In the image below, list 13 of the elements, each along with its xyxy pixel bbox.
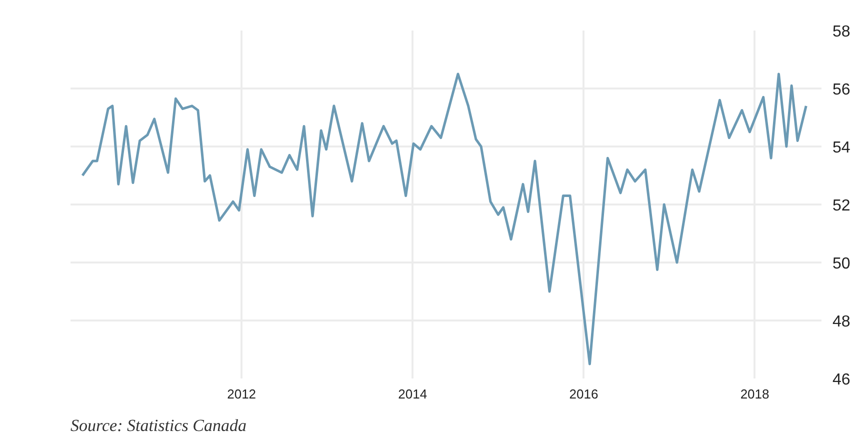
- y-tick-label: 52: [832, 198, 850, 214]
- x-tick-label: 2014: [398, 386, 428, 402]
- y-tick-label: 56: [832, 82, 850, 98]
- y-tick-label: 54: [832, 140, 850, 156]
- source-note: Source: Statistics Canada: [70, 416, 246, 435]
- y-tick-label: 48: [832, 314, 850, 330]
- y-tick-label: 50: [832, 256, 850, 272]
- y-tick-label: 58: [832, 24, 850, 40]
- x-tick-label: 2016: [569, 386, 598, 402]
- y-tick-label: 46: [832, 372, 850, 388]
- x-tick-label: 2018: [740, 386, 770, 402]
- line-series: [81, 72, 808, 366]
- x-tick-label: 2012: [227, 386, 256, 402]
